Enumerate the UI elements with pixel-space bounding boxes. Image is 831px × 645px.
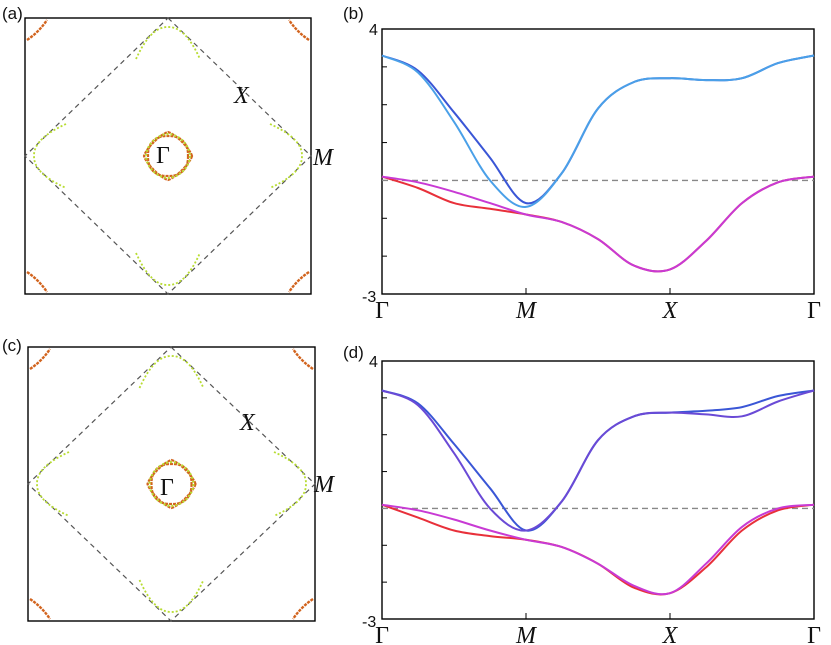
- m-pocket-bottom: [138, 579, 205, 613]
- panel-c-label: (c): [2, 336, 22, 355]
- gamma-pocket-mid: [144, 132, 192, 180]
- y-tick-label-max: 4: [369, 22, 378, 39]
- m-pocket-left: [36, 451, 70, 517]
- band-upper-band-2: [381, 54, 815, 208]
- panel-a-m-label: M: [312, 145, 335, 171]
- panel-c-fermi-surface: [29, 348, 314, 620]
- corner-pocket: [292, 348, 314, 370]
- panel-a-fermi-surface: [26, 19, 310, 293]
- corner-pocket: [288, 271, 310, 293]
- y-tick-label-max: 4: [369, 354, 378, 371]
- panel-c-m-label: M: [313, 472, 336, 498]
- band-upper-band-1: [381, 54, 815, 205]
- corner-pocket: [288, 19, 310, 41]
- corner-pocket: [26, 271, 48, 293]
- x-tick-label: Γ: [375, 298, 389, 324]
- m-pocket-top: [138, 355, 205, 389]
- plot-frame: [381, 360, 815, 620]
- panel-a-label: (a): [2, 4, 23, 23]
- m-pocket-right: [273, 451, 307, 517]
- panel-a-brillouin-zone: [24, 17, 312, 295]
- panel-d-chart: 4-3Γ M X Γ: [362, 354, 821, 645]
- panel-c-gamma-label: Γ: [160, 475, 174, 501]
- panel-c: (c) Γ X M: [2, 336, 336, 622]
- x-tick-label: Γ: [375, 623, 389, 645]
- x-tick-label: Γ: [807, 623, 821, 645]
- band-lower-band-2: [381, 503, 815, 596]
- band-upper-band-2: [381, 389, 815, 532]
- panel-a-x-label: X: [233, 83, 250, 109]
- panel-a: (a) Γ X M: [2, 4, 335, 295]
- panel-b: (b) 4-3Γ M X Γ: [343, 4, 821, 324]
- corner-pocket: [29, 348, 51, 370]
- gamma-pocket-mid: [148, 460, 195, 508]
- x-tick-label: Γ: [807, 298, 821, 324]
- band-lower-band-2: [381, 175, 815, 273]
- plot-frame: [381, 28, 815, 295]
- panel-b-label: (b): [343, 4, 364, 23]
- m-pocket-top: [135, 26, 201, 60]
- y-tick-label-min: -3: [362, 289, 376, 306]
- panel-d: (d) 4-3Γ M X Γ: [343, 343, 821, 645]
- corner-pocket: [292, 598, 314, 620]
- x-tick-label: M: [515, 623, 538, 645]
- m-pocket-left: [33, 123, 67, 189]
- x-tick-label: X: [662, 298, 679, 324]
- panel-c-x-label: X: [239, 410, 256, 436]
- panel-d-label: (d): [343, 343, 364, 362]
- panel-b-chart: 4-3Γ M X Γ: [362, 22, 821, 324]
- y-tick-label-min: -3: [362, 614, 376, 631]
- m-pocket-right: [269, 123, 303, 189]
- m-pocket-bottom: [135, 252, 201, 286]
- x-tick-label: X: [662, 623, 679, 645]
- band-lower-band-1: [381, 175, 815, 273]
- panel-a-gamma-label: Γ: [156, 143, 170, 169]
- panel-c-brillouin-zone: [27, 346, 316, 622]
- corner-pocket: [29, 598, 51, 620]
- corner-pocket: [26, 19, 48, 41]
- band-upper-band-1: [381, 389, 815, 532]
- x-tick-label: M: [515, 298, 538, 324]
